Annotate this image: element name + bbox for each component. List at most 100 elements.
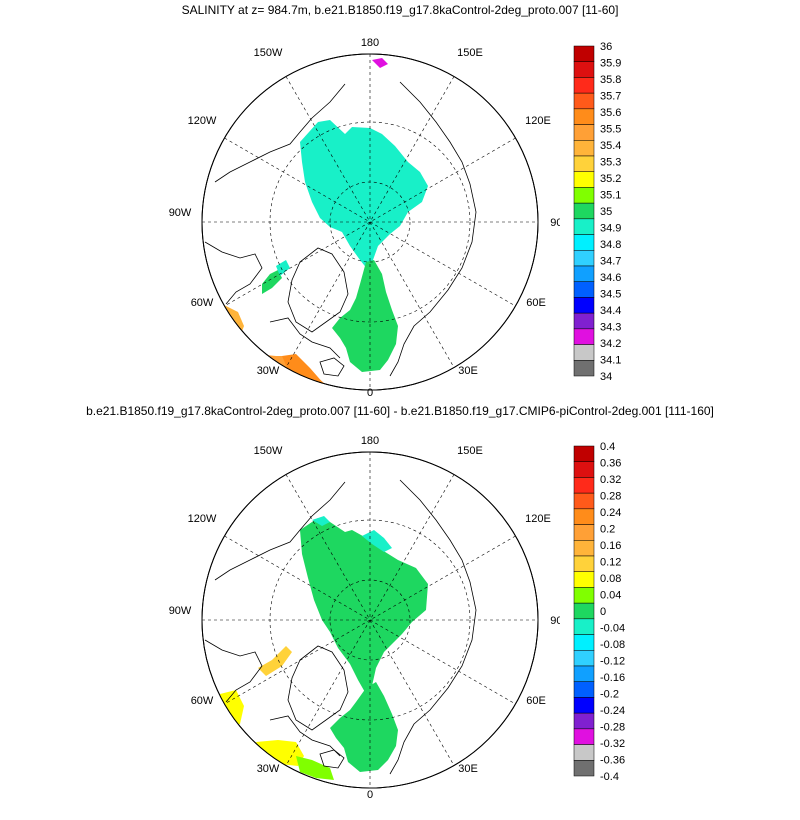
colorbar-box [573, 92, 595, 110]
label-90w: 90W [169, 207, 192, 219]
arctic-shelf-cyan-patch [312, 516, 330, 526]
colorbar-box [573, 508, 595, 525]
colorbar-label: 35.2 [600, 173, 621, 185]
colorbar-label: -0.04 [600, 623, 625, 635]
top-polar-map: 180 150E 120E 90E 60E 30E 0 30W 60W 90W … [169, 37, 560, 399]
colorbar-label: 34.2 [600, 338, 621, 350]
colorbar-label: 35.1 [600, 190, 621, 202]
colorbar-box [573, 187, 595, 204]
colorbar-box [573, 555, 595, 572]
label-120e: 120E [525, 115, 551, 127]
colorbar-box [573, 445, 595, 462]
label-150w: 150W [254, 47, 283, 59]
graticule [202, 452, 538, 788]
coastline-eurasia [389, 81, 477, 377]
colorbar-box [573, 477, 595, 494]
colorbar-box [573, 328, 595, 345]
colorbar-label: 35.4 [600, 140, 621, 152]
colorbar-label: 34.4 [600, 305, 621, 317]
colorbar-label: 35.5 [600, 124, 621, 136]
colorbar-box [573, 250, 595, 267]
top-colorbar: 36 35.9 35.8 35.7 35.6 35.5 35.4 35.3 35.2 35.1 35… [573, 41, 621, 383]
colorbar-box [573, 681, 595, 698]
colorbar-label: 0.24 [600, 507, 621, 519]
colorbar-box [573, 155, 595, 172]
label-180: 180 [361, 435, 379, 447]
colorbar-label: -0.4 [600, 771, 619, 783]
colorbar-label: -0.24 [600, 705, 625, 717]
colorbar-box [573, 650, 595, 667]
colorbar-box [573, 45, 595, 62]
colorbar-label: 0.12 [600, 557, 621, 569]
label-30w: 30W [257, 763, 280, 775]
coastline-iceland [319, 357, 345, 377]
label-60e: 60E [526, 695, 546, 707]
colorbar-box [573, 712, 595, 730]
colorbar-label: 34.7 [600, 256, 621, 268]
colorbar-box [573, 281, 595, 298]
colorbar-box [573, 571, 595, 588]
label-90e: 90E [550, 217, 560, 229]
label-120w: 120W [188, 513, 217, 525]
colorbar-box [573, 360, 595, 377]
colorbar-label: -0.12 [600, 656, 625, 668]
label-0: 0 [367, 789, 373, 801]
label-30e: 30E [458, 763, 478, 775]
colorbar-box [573, 312, 595, 330]
coastline-eurasia [389, 479, 477, 775]
colorbar-box [573, 728, 595, 745]
colorbar-box [573, 265, 595, 282]
colorbar-box [573, 108, 595, 125]
label-30e: 30E [458, 365, 478, 377]
coastline-iceland [319, 749, 345, 769]
colorbar-label: 0.16 [600, 540, 621, 552]
colorbar-box [573, 492, 595, 510]
label-180: 180 [361, 37, 379, 49]
label-150e: 150E [457, 47, 483, 59]
colorbar-label: -0.2 [600, 689, 619, 701]
north-atlantic-green-patch [296, 756, 334, 780]
label-0: 0 [367, 387, 373, 399]
label-30w: 30W [257, 365, 280, 377]
bottom-panel-title: b.e21.B1850.f19_g17.8kaControl-2deg_prot… [86, 404, 714, 418]
baffin-bay-region [262, 270, 282, 294]
colorbar-label: -0.36 [600, 755, 625, 767]
arctic-basin-diff-region [300, 518, 428, 694]
colorbar-label: -0.32 [600, 738, 625, 750]
colorbar-label: 35.7 [600, 91, 621, 103]
label-60w: 60W [191, 695, 214, 707]
coastline-america [204, 83, 346, 359]
coastline-america [204, 481, 346, 757]
colorbar-box [573, 540, 595, 557]
colorbar-label: 34.1 [600, 355, 621, 367]
label-60e: 60E [526, 297, 546, 309]
siberian-shelf-cyan-patch [362, 530, 392, 552]
colorbar-label: 34.8 [600, 239, 621, 251]
colorbar-label: 0.2 [600, 524, 615, 536]
graticule [202, 54, 538, 390]
colorbar-label: 34.3 [600, 322, 621, 334]
baffin-bay-diff-region [258, 646, 292, 676]
nordic-seas-region [332, 260, 398, 372]
colorbar-label: 0.08 [600, 573, 621, 585]
label-150e: 150E [457, 445, 483, 457]
colorbar-label: 35.6 [600, 107, 621, 119]
north-atlantic-diff-region [256, 740, 304, 766]
label-120e: 120E [525, 513, 551, 525]
colorbar-label: -0.28 [600, 722, 625, 734]
colorbar-box [573, 202, 595, 220]
colorbar-box [573, 587, 595, 604]
colorbar-label: -0.16 [600, 672, 625, 684]
colorbar-label: 35.3 [600, 157, 621, 169]
colorbar-label: 34.5 [600, 289, 621, 301]
colorbar-label: 34 [600, 371, 612, 383]
colorbar-box [573, 344, 595, 361]
label-60w: 60W [191, 297, 214, 309]
colorbar-box [573, 171, 595, 188]
colorbar-label: 35.8 [600, 74, 621, 86]
colorbar-label: 34.6 [600, 272, 621, 284]
colorbar-label: -0.08 [600, 639, 625, 651]
colorbar-box [573, 618, 595, 635]
label-150w: 150W [254, 445, 283, 457]
bottom-colorbar: 0.4 0.36 0.32 0.28 0.24 0.2 0.16 0.12 0.08 0.04 0 -… [573, 441, 625, 783]
